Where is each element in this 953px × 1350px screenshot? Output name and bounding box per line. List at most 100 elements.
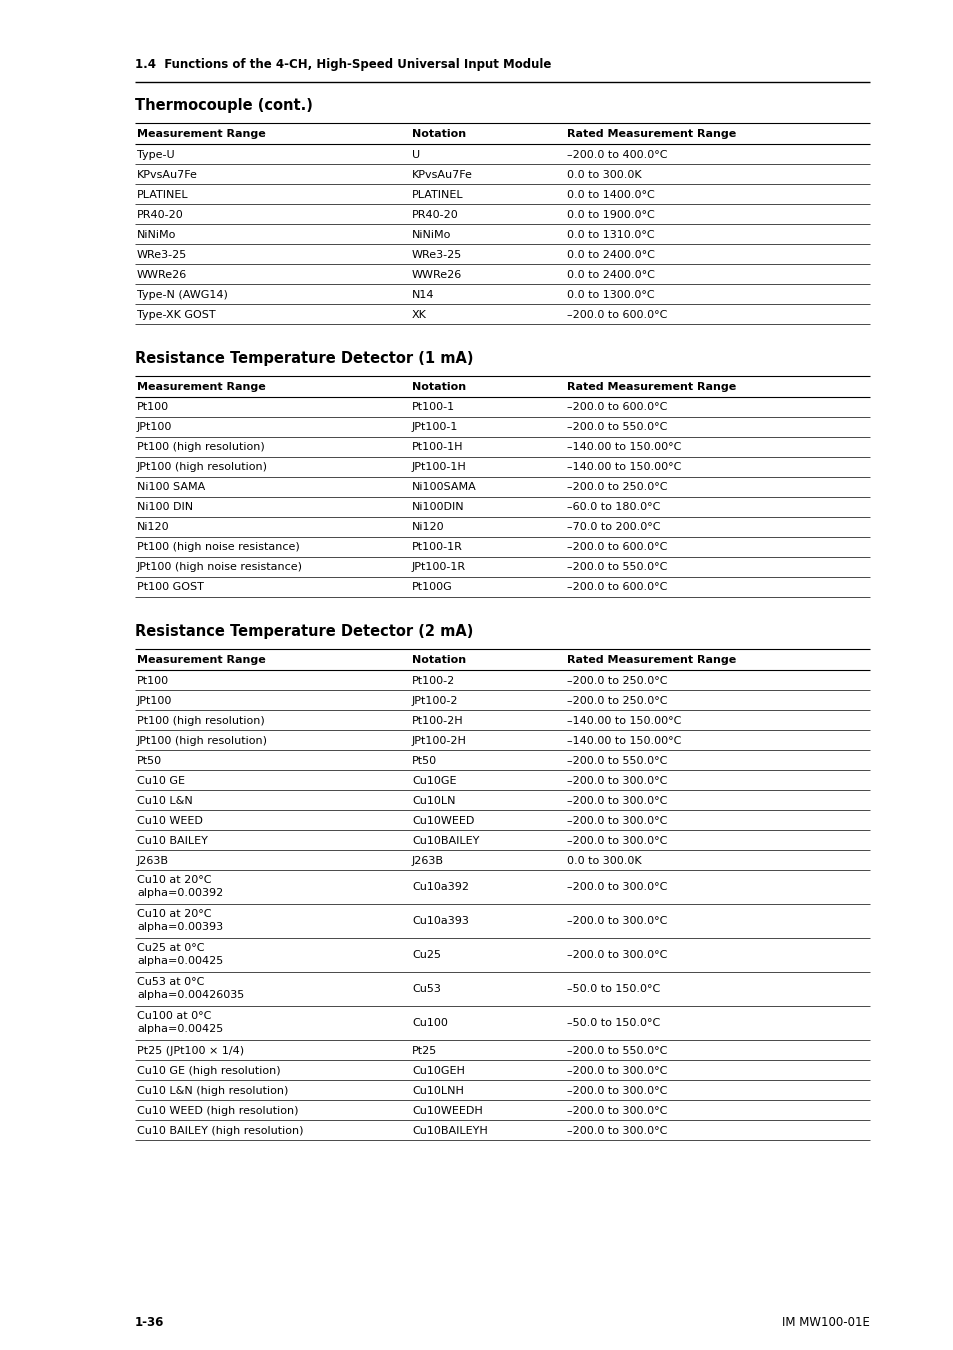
Text: alpha=0.00392: alpha=0.00392 <box>137 888 223 898</box>
Text: –200.0 to 400.0°C: –200.0 to 400.0°C <box>566 150 667 159</box>
Text: Pt100 (high resolution): Pt100 (high resolution) <box>137 443 265 452</box>
Text: Cu10 at 20°C: Cu10 at 20°C <box>137 909 212 919</box>
Text: Cu100: Cu100 <box>412 1018 447 1029</box>
Text: 0.0 to 300.0K: 0.0 to 300.0K <box>566 856 641 865</box>
Text: JPt100: JPt100 <box>137 695 172 706</box>
Text: XK: XK <box>412 309 426 320</box>
Text: JPt100 (high resolution): JPt100 (high resolution) <box>137 736 268 745</box>
Text: –200.0 to 300.0°C: –200.0 to 300.0°C <box>566 883 667 892</box>
Text: Ni120: Ni120 <box>137 522 170 532</box>
Text: –200.0 to 550.0°C: –200.0 to 550.0°C <box>566 756 667 765</box>
Text: –200.0 to 250.0°C: –200.0 to 250.0°C <box>566 482 667 493</box>
Text: Pt25: Pt25 <box>412 1045 436 1056</box>
Text: Cu10 BAILEY (high resolution): Cu10 BAILEY (high resolution) <box>137 1126 303 1135</box>
Text: 0.0 to 1300.0°C: 0.0 to 1300.0°C <box>566 289 654 300</box>
Text: –200.0 to 300.0°C: –200.0 to 300.0°C <box>566 1065 667 1076</box>
Text: 0.0 to 300.0K: 0.0 to 300.0K <box>566 170 641 180</box>
Text: –200.0 to 300.0°C: –200.0 to 300.0°C <box>566 795 667 806</box>
Text: –200.0 to 250.0°C: –200.0 to 250.0°C <box>566 695 667 706</box>
Text: KPvsAu7Fe: KPvsAu7Fe <box>137 170 197 180</box>
Text: Rated Measurement Range: Rated Measurement Range <box>566 382 736 391</box>
Text: Cu10 L&N: Cu10 L&N <box>137 795 193 806</box>
Text: Cu10WEED: Cu10WEED <box>412 815 474 825</box>
Text: JPt100-1: JPt100-1 <box>412 423 457 432</box>
Text: –200.0 to 300.0°C: –200.0 to 300.0°C <box>566 917 667 926</box>
Text: –70.0 to 200.0°C: –70.0 to 200.0°C <box>566 522 659 532</box>
Text: Pt100G: Pt100G <box>412 582 453 593</box>
Text: alpha=0.00426035: alpha=0.00426035 <box>137 990 244 1000</box>
Text: Pt100-1H: Pt100-1H <box>412 443 463 452</box>
Text: –200.0 to 600.0°C: –200.0 to 600.0°C <box>566 402 667 413</box>
Text: Cu10LN: Cu10LN <box>412 795 455 806</box>
Text: Cu10 L&N (high resolution): Cu10 L&N (high resolution) <box>137 1085 288 1095</box>
Text: NiNiMo: NiNiMo <box>412 230 451 239</box>
Text: Type-XK GOST: Type-XK GOST <box>137 309 215 320</box>
Text: Pt100-2H: Pt100-2H <box>412 716 463 725</box>
Text: Pt100: Pt100 <box>137 675 169 686</box>
Text: Cu10BAILEY: Cu10BAILEY <box>412 836 478 845</box>
Text: JPt100 (high resolution): JPt100 (high resolution) <box>137 463 268 472</box>
Text: 0.0 to 1900.0°C: 0.0 to 1900.0°C <box>566 209 654 220</box>
Text: –140.00 to 150.00°C: –140.00 to 150.00°C <box>566 736 680 745</box>
Text: –200.0 to 550.0°C: –200.0 to 550.0°C <box>566 563 667 572</box>
Text: –200.0 to 600.0°C: –200.0 to 600.0°C <box>566 543 667 552</box>
Text: Cu10BAILEYH: Cu10BAILEYH <box>412 1126 487 1135</box>
Text: Cu53 at 0°C: Cu53 at 0°C <box>137 977 204 987</box>
Text: Type-U: Type-U <box>137 150 174 159</box>
Text: Cu10 WEED (high resolution): Cu10 WEED (high resolution) <box>137 1106 298 1115</box>
Text: JPt100-1H: JPt100-1H <box>412 463 466 472</box>
Text: 1-36: 1-36 <box>135 1315 164 1328</box>
Text: –140.00 to 150.00°C: –140.00 to 150.00°C <box>566 443 680 452</box>
Text: WRe3-25: WRe3-25 <box>137 250 187 259</box>
Text: Cu10 at 20°C: Cu10 at 20°C <box>137 875 212 886</box>
Text: Thermocouple (cont.): Thermocouple (cont.) <box>135 99 313 113</box>
Text: JPt100 (high noise resistance): JPt100 (high noise resistance) <box>137 563 303 572</box>
Text: Pt25 (JPt100 × 1/4): Pt25 (JPt100 × 1/4) <box>137 1045 244 1056</box>
Text: Cu10WEEDH: Cu10WEEDH <box>412 1106 482 1115</box>
Text: Cu53: Cu53 <box>412 984 440 995</box>
Text: Pt100-2: Pt100-2 <box>412 675 455 686</box>
Text: Ni100 DIN: Ni100 DIN <box>137 502 193 513</box>
Text: –50.0 to 150.0°C: –50.0 to 150.0°C <box>566 984 659 995</box>
Text: JPt100-1R: JPt100-1R <box>412 563 466 572</box>
Text: 1.4  Functions of the 4-CH, High-Speed Universal Input Module: 1.4 Functions of the 4-CH, High-Speed Un… <box>135 58 551 72</box>
Text: Pt100 (high resolution): Pt100 (high resolution) <box>137 716 265 725</box>
Text: Pt100 (high noise resistance): Pt100 (high noise resistance) <box>137 543 299 552</box>
Text: Pt50: Pt50 <box>412 756 436 765</box>
Text: Notation: Notation <box>412 382 466 391</box>
Text: –200.0 to 300.0°C: –200.0 to 300.0°C <box>566 1126 667 1135</box>
Text: JPt100: JPt100 <box>137 423 172 432</box>
Text: Pt50: Pt50 <box>137 756 162 765</box>
Text: –200.0 to 300.0°C: –200.0 to 300.0°C <box>566 815 667 825</box>
Text: WWRe26: WWRe26 <box>412 270 462 279</box>
Text: Notation: Notation <box>412 655 466 666</box>
Text: –200.0 to 300.0°C: –200.0 to 300.0°C <box>566 775 667 786</box>
Text: –200.0 to 300.0°C: –200.0 to 300.0°C <box>566 1106 667 1115</box>
Text: PR40-20: PR40-20 <box>137 209 184 220</box>
Text: –140.00 to 150.00°C: –140.00 to 150.00°C <box>566 463 680 472</box>
Text: Cu25 at 0°C: Cu25 at 0°C <box>137 944 204 953</box>
Text: 0.0 to 1400.0°C: 0.0 to 1400.0°C <box>566 189 654 200</box>
Text: Pt100-1: Pt100-1 <box>412 402 455 413</box>
Text: Ni100SAMA: Ni100SAMA <box>412 482 476 493</box>
Text: Pt100 GOST: Pt100 GOST <box>137 582 204 593</box>
Text: Resistance Temperature Detector (2 mA): Resistance Temperature Detector (2 mA) <box>135 624 473 639</box>
Text: Pt100: Pt100 <box>137 402 169 413</box>
Text: Cu10LNH: Cu10LNH <box>412 1085 463 1095</box>
Text: Ni120: Ni120 <box>412 522 444 532</box>
Text: –200.0 to 600.0°C: –200.0 to 600.0°C <box>566 309 667 320</box>
Text: Cu10 WEED: Cu10 WEED <box>137 815 203 825</box>
Text: alpha=0.00425: alpha=0.00425 <box>137 1025 223 1034</box>
Text: Ni100DIN: Ni100DIN <box>412 502 464 513</box>
Text: JPt100-2H: JPt100-2H <box>412 736 466 745</box>
Text: Cu10a393: Cu10a393 <box>412 917 468 926</box>
Text: Cu10GEH: Cu10GEH <box>412 1065 464 1076</box>
Text: Ni100 SAMA: Ni100 SAMA <box>137 482 205 493</box>
Text: Cu25: Cu25 <box>412 950 440 960</box>
Text: –200.0 to 550.0°C: –200.0 to 550.0°C <box>566 1045 667 1056</box>
Text: Cu10GE: Cu10GE <box>412 775 456 786</box>
Text: 0.0 to 2400.0°C: 0.0 to 2400.0°C <box>566 250 654 259</box>
Text: –140.00 to 150.00°C: –140.00 to 150.00°C <box>566 716 680 725</box>
Text: –200.0 to 600.0°C: –200.0 to 600.0°C <box>566 582 667 593</box>
Text: alpha=0.00393: alpha=0.00393 <box>137 922 223 931</box>
